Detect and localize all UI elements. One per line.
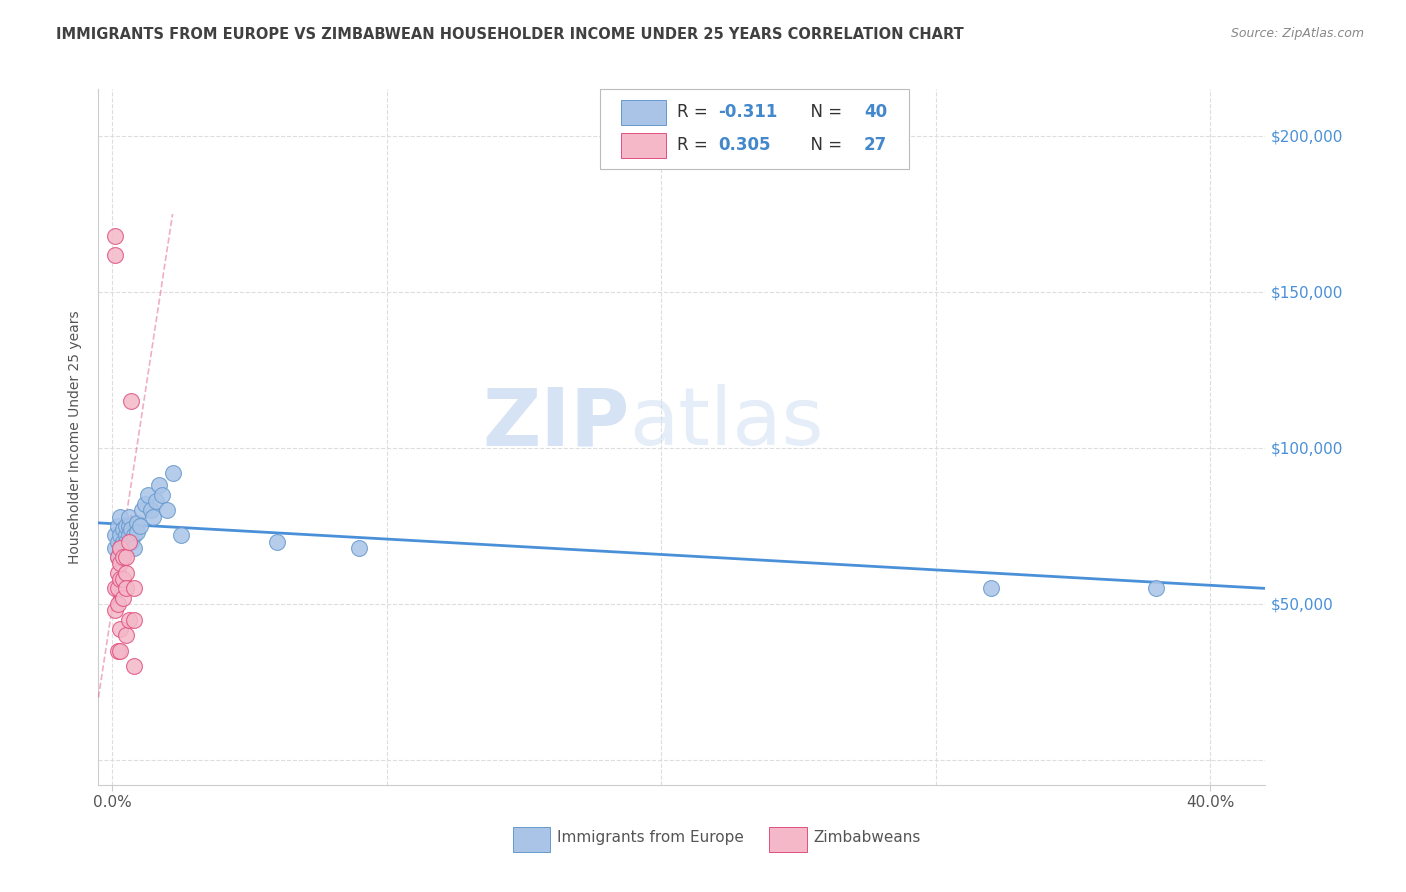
Point [139, 503, 162, 517]
Text: 40: 40 [863, 103, 887, 121]
Point [104, 582, 127, 596]
Text: IMMIGRANTS FROM EUROPE VS ZIMBABWEAN HOUSEHOLDER INCOME UNDER 25 YEARS CORRELATI: IMMIGRANTS FROM EUROPE VS ZIMBABWEAN HOU… [56, 27, 965, 42]
Point [125, 516, 148, 530]
Point [110, 541, 132, 555]
Point [131, 503, 153, 517]
Point [107, 519, 129, 533]
Point [122, 541, 145, 555]
Point [110, 528, 132, 542]
Point [115, 566, 138, 580]
Point [104, 247, 127, 261]
Point [115, 534, 138, 549]
Point [128, 519, 150, 533]
Point [136, 488, 159, 502]
Point [980, 582, 1002, 596]
Point [122, 582, 145, 596]
Point [104, 541, 127, 555]
Point [120, 534, 142, 549]
Point [112, 572, 135, 586]
Text: 27: 27 [863, 136, 887, 154]
Point [122, 528, 145, 542]
FancyBboxPatch shape [513, 828, 550, 853]
Point [115, 628, 138, 642]
Point [142, 509, 165, 524]
Point [112, 591, 135, 605]
Point [104, 228, 127, 243]
Point [115, 550, 138, 565]
Point [117, 534, 139, 549]
Point [112, 522, 135, 536]
Point [110, 572, 132, 586]
Point [110, 622, 132, 636]
Point [150, 488, 173, 502]
Point [107, 550, 129, 565]
Text: Source: ZipAtlas.com: Source: ZipAtlas.com [1230, 27, 1364, 40]
Text: -0.311: -0.311 [718, 103, 778, 121]
Point [112, 534, 135, 549]
Point [349, 541, 371, 555]
Point [107, 582, 129, 596]
Point [120, 522, 142, 536]
Point [117, 613, 139, 627]
Point [170, 528, 193, 542]
Point [104, 603, 127, 617]
Point [162, 466, 184, 480]
Text: atlas: atlas [630, 384, 824, 462]
Point [107, 566, 129, 580]
Point [117, 519, 139, 533]
Point [110, 550, 132, 565]
Point [107, 644, 129, 658]
Y-axis label: Householder Income Under 25 years: Householder Income Under 25 years [69, 310, 83, 564]
Point [107, 550, 129, 565]
Point [112, 541, 135, 555]
Text: N =: N = [800, 103, 848, 121]
FancyBboxPatch shape [621, 100, 665, 125]
Point [125, 525, 148, 540]
Point [148, 478, 170, 492]
Text: Immigrants from Europe: Immigrants from Europe [557, 830, 744, 845]
Point [110, 509, 132, 524]
Point [122, 613, 145, 627]
Text: R =: R = [678, 136, 713, 154]
Point [156, 503, 179, 517]
Point [120, 394, 142, 409]
Point [117, 528, 139, 542]
Point [110, 541, 132, 555]
Text: 0.305: 0.305 [718, 136, 770, 154]
FancyBboxPatch shape [600, 89, 910, 169]
Point [115, 519, 138, 533]
Point [112, 550, 135, 565]
FancyBboxPatch shape [769, 828, 807, 853]
Point [1144, 582, 1167, 596]
Point [115, 582, 138, 596]
FancyBboxPatch shape [621, 133, 665, 158]
Point [104, 528, 127, 542]
Text: Zimbabweans: Zimbabweans [814, 830, 921, 845]
Point [107, 534, 129, 549]
Point [122, 659, 145, 673]
Point [266, 534, 288, 549]
Point [110, 644, 132, 658]
Text: N =: N = [800, 136, 848, 154]
Text: R =: R = [678, 103, 713, 121]
Point [110, 557, 132, 571]
Point [117, 509, 139, 524]
Point [145, 494, 167, 508]
Point [115, 528, 138, 542]
Point [107, 597, 129, 611]
Point [134, 497, 156, 511]
Text: ZIP: ZIP [482, 384, 630, 462]
